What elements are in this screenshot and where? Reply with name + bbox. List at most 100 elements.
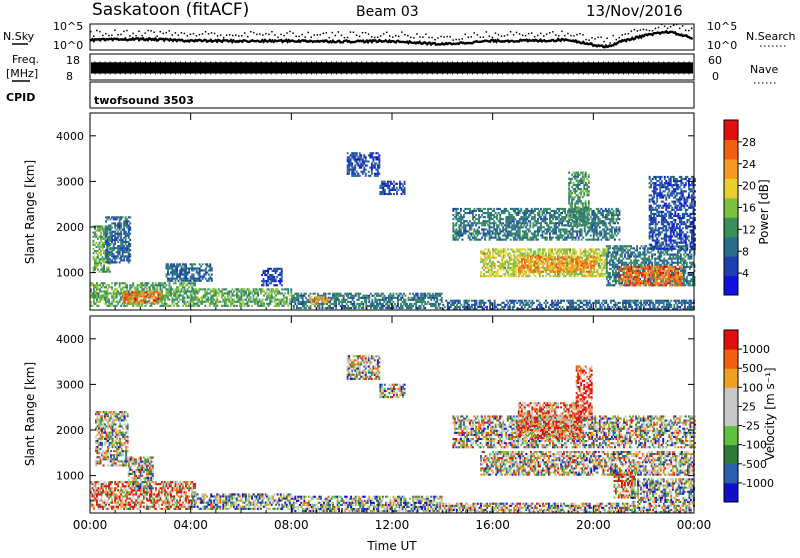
scatter-cell — [485, 255, 487, 257]
scatter-cell — [167, 269, 169, 271]
scatter-cell — [319, 307, 321, 309]
scatter-cell — [101, 299, 103, 301]
scatter-cell — [175, 280, 177, 282]
scatter-cell — [585, 235, 587, 237]
scatter-cell — [592, 258, 594, 260]
scatter-cell — [509, 261, 511, 263]
scatter-cell — [529, 226, 531, 228]
scatter-cell — [519, 212, 521, 214]
scatter-cell — [120, 225, 122, 227]
scatter-cell — [604, 255, 606, 257]
scatter-cell — [484, 216, 486, 218]
scatter-cell — [602, 212, 604, 214]
nsearch-point — [323, 33, 325, 35]
scatter-cell — [305, 293, 307, 295]
scatter-cell — [398, 189, 400, 191]
scatter-cell — [528, 216, 530, 218]
scatter-cell — [96, 236, 98, 238]
scatter-cell — [149, 288, 151, 290]
scatter-cell — [561, 222, 563, 224]
scatter-cell — [164, 299, 166, 301]
scatter-cell — [569, 251, 571, 253]
scatter-cell — [99, 271, 101, 273]
scatter-cell — [606, 237, 608, 239]
scatter-cell — [102, 256, 104, 258]
scatter-cell — [167, 272, 169, 274]
scatter-cell — [129, 243, 131, 245]
scatter-cell — [393, 301, 395, 303]
scatter-cell — [221, 290, 223, 292]
scatter-cell — [517, 214, 519, 216]
scatter-cell — [613, 216, 615, 218]
scatter-cell — [154, 302, 156, 304]
scatter-cell — [117, 241, 119, 243]
scatter-cell — [571, 215, 573, 217]
scatter-cell — [488, 271, 490, 273]
nsearch-point — [329, 37, 331, 39]
scatter-cell — [414, 297, 416, 299]
scatter-cell — [396, 307, 398, 309]
scatter-cell — [545, 275, 547, 277]
scatter-cell — [423, 305, 425, 307]
scatter-cell — [605, 222, 607, 224]
scatter-cell — [536, 258, 538, 260]
scatter-cell — [262, 301, 264, 303]
nsearch-point — [667, 28, 669, 30]
nsearch-point — [573, 35, 575, 37]
scatter-cell — [504, 212, 506, 214]
scatter-cell — [557, 258, 559, 260]
scatter-cell — [227, 297, 229, 299]
scatter-cell — [519, 233, 521, 235]
scatter-cell — [580, 194, 582, 196]
scatter-cell — [564, 218, 566, 220]
scatter-cell — [531, 271, 533, 273]
scatter-cell — [125, 237, 127, 239]
scatter-cell — [590, 216, 592, 218]
scatter-cell — [393, 181, 395, 183]
scatter-cell — [317, 303, 319, 305]
scatter-cell — [460, 228, 462, 230]
scatter-cell — [347, 152, 349, 154]
nsearch-point — [196, 35, 198, 37]
scatter-cell — [372, 158, 374, 160]
scatter-cell — [354, 173, 356, 175]
scatter-cell — [481, 210, 483, 212]
nsearch-point — [495, 32, 497, 34]
nsearch-point — [446, 36, 448, 38]
scatter-cell — [529, 214, 531, 216]
nsearch-point — [637, 30, 639, 32]
scatter-cell — [401, 183, 403, 185]
nsearch-point — [123, 31, 125, 32]
scatter-cell — [400, 299, 402, 301]
scatter-cell — [110, 218, 112, 220]
scatter-cell — [480, 239, 482, 241]
scatter-cell — [175, 282, 177, 284]
scatter-cell — [404, 193, 406, 195]
nsearch-point — [622, 34, 624, 36]
nsearch-point — [250, 31, 252, 33]
scatter-cell — [469, 208, 471, 210]
scatter-cell — [569, 248, 571, 250]
nsearch-point — [619, 37, 621, 39]
scatter-cell — [439, 307, 441, 309]
scatter-cell — [546, 237, 548, 239]
scatter-cell — [505, 239, 507, 241]
scatter-cell — [581, 233, 583, 235]
scatter-cell — [472, 233, 474, 235]
scatter-cell — [543, 230, 545, 232]
scatter-cell — [528, 273, 530, 275]
scatter-cell — [397, 303, 399, 305]
scatter-cell — [490, 212, 492, 214]
scatter-cell — [548, 230, 550, 232]
scatter-cell — [581, 228, 583, 230]
scatter-cell — [161, 292, 163, 294]
scatter-cell — [604, 261, 606, 263]
scatter-cell — [326, 303, 328, 305]
scatter-cell — [305, 303, 307, 305]
nsearch-point — [428, 37, 430, 39]
scatter-cell — [293, 307, 295, 309]
scatter-cell — [452, 218, 454, 220]
scatter-cell — [525, 271, 527, 273]
scatter-cell — [619, 212, 621, 214]
